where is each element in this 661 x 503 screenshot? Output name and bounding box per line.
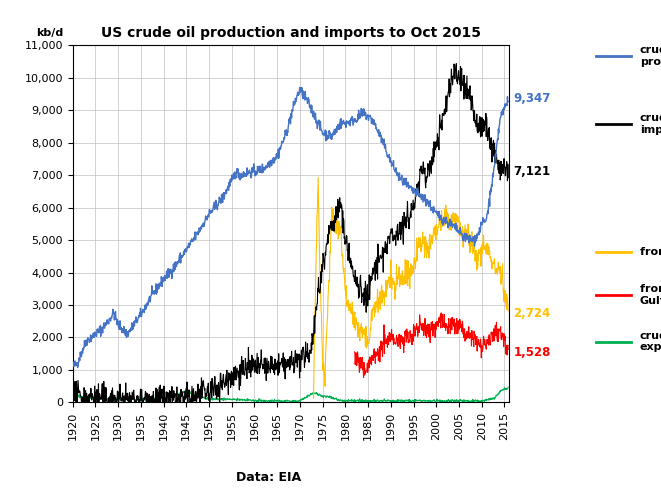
Text: kb/d: kb/d — [36, 28, 63, 38]
Text: from Persian
Gulf: from Persian Gulf — [640, 285, 661, 306]
Text: 2,724: 2,724 — [514, 307, 551, 320]
Text: 9,347: 9,347 — [514, 93, 551, 106]
Text: crude
production: crude production — [640, 45, 661, 67]
Text: from OPEC: from OPEC — [640, 247, 661, 258]
Text: Data: EIA: Data: EIA — [237, 471, 301, 484]
Text: crude
exports: crude exports — [640, 331, 661, 353]
Text: crude
imports: crude imports — [640, 113, 661, 135]
Text: 7,121: 7,121 — [514, 164, 551, 178]
Title: US crude oil production and imports to Oct 2015: US crude oil production and imports to O… — [101, 26, 481, 40]
Text: 1,528: 1,528 — [514, 346, 551, 359]
